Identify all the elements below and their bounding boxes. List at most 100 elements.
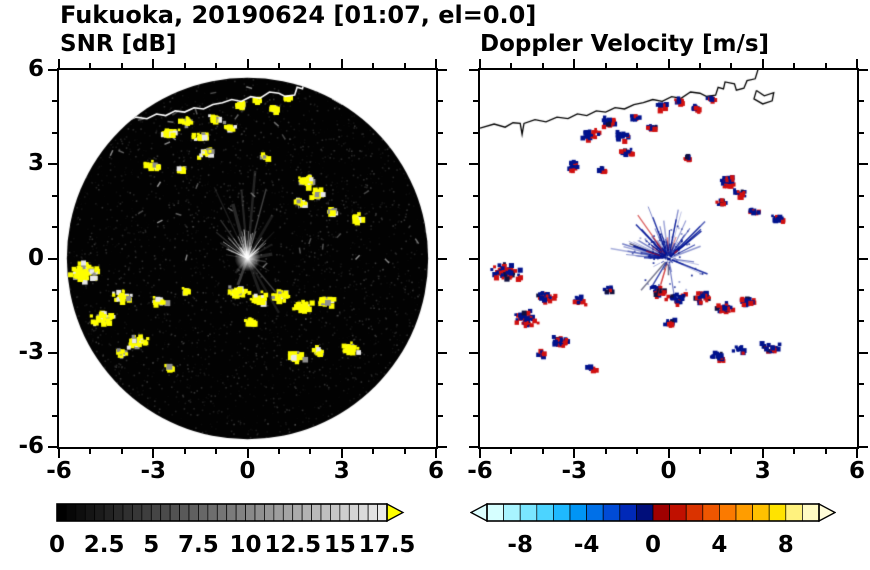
colorbar-underflow-arrow bbox=[470, 503, 488, 523]
tick-mark bbox=[246, 59, 249, 68]
colorbar-cell bbox=[536, 503, 554, 522]
y-tick-label: -6 bbox=[18, 433, 44, 459]
tick-mark bbox=[52, 100, 57, 103]
tick-mark bbox=[698, 63, 701, 68]
x-tick-label: 0 bbox=[239, 458, 256, 484]
colorbar-cell bbox=[503, 503, 521, 522]
colorbar-cell bbox=[179, 503, 190, 522]
tick-mark bbox=[859, 446, 868, 448]
tick-mark bbox=[859, 100, 864, 103]
colorbar-cell bbox=[377, 503, 388, 522]
tick-mark bbox=[859, 383, 864, 386]
tick-mark bbox=[793, 63, 796, 68]
x-tick-label: 6 bbox=[848, 458, 866, 484]
tick-mark bbox=[573, 59, 576, 68]
tick-mark bbox=[473, 194, 478, 197]
snr-heatmap-canvas bbox=[59, 70, 436, 447]
tick-mark bbox=[636, 63, 639, 68]
colorbar-label: -8 bbox=[507, 532, 533, 558]
colorbar-cell bbox=[367, 503, 378, 522]
tick-mark bbox=[183, 63, 186, 68]
colorbar-cell bbox=[264, 503, 275, 522]
tick-mark bbox=[152, 59, 155, 68]
doppler-panel-title: Doppler Velocity [m/s] bbox=[480, 31, 770, 57]
colorbar-cell bbox=[348, 503, 360, 522]
tick-mark bbox=[761, 59, 764, 68]
x-tick-label: -6 bbox=[467, 458, 493, 484]
colorbar-cell bbox=[160, 503, 171, 522]
tick-mark bbox=[309, 63, 312, 68]
tick-mark bbox=[824, 449, 827, 454]
snr-panel bbox=[57, 68, 438, 449]
tick-mark bbox=[183, 449, 186, 454]
tick-mark bbox=[859, 131, 864, 134]
tick-mark bbox=[604, 449, 607, 454]
colorbar-cell bbox=[619, 503, 637, 522]
tick-mark bbox=[52, 131, 57, 134]
colorbar-label: 4 bbox=[711, 532, 728, 558]
colorbar-cell bbox=[273, 503, 284, 522]
tick-mark bbox=[473, 288, 478, 291]
tick-mark bbox=[573, 449, 576, 458]
tick-mark bbox=[730, 63, 733, 68]
tick-mark bbox=[469, 257, 478, 260]
colorbar-cell bbox=[235, 503, 246, 522]
colorbar-cell bbox=[752, 503, 770, 522]
colorbar-cell bbox=[198, 503, 209, 522]
x-tick-label: 0 bbox=[660, 458, 677, 484]
tick-mark bbox=[730, 449, 733, 454]
tick-mark bbox=[403, 449, 406, 454]
tick-mark bbox=[473, 383, 478, 386]
colorbar-label: 0 bbox=[644, 532, 662, 558]
colorbar-cell bbox=[785, 503, 803, 522]
colorbar-cell bbox=[254, 503, 265, 522]
tick-mark bbox=[479, 449, 481, 458]
tick-mark bbox=[309, 449, 312, 454]
tick-mark bbox=[215, 449, 218, 454]
colorbar-label: 10 bbox=[229, 532, 262, 558]
tick-mark bbox=[48, 163, 57, 166]
colorbar-cell bbox=[652, 503, 670, 522]
colorbar-cell bbox=[339, 503, 350, 522]
tick-mark bbox=[473, 131, 478, 134]
x-tick-label: 3 bbox=[754, 458, 771, 484]
colorbar-cell bbox=[207, 503, 218, 522]
tick-mark bbox=[52, 288, 57, 291]
colorbar-cell bbox=[519, 503, 538, 522]
tick-mark bbox=[438, 163, 447, 166]
doppler-heatmap-canvas bbox=[480, 70, 857, 447]
tick-mark bbox=[438, 288, 443, 291]
tick-mark bbox=[435, 449, 437, 458]
tick-mark bbox=[438, 69, 447, 71]
tick-mark bbox=[215, 63, 218, 68]
colorbar-cell bbox=[122, 503, 133, 522]
tick-mark bbox=[473, 320, 478, 323]
colorbar-cell bbox=[56, 503, 67, 522]
colorbar-cell bbox=[66, 503, 77, 522]
colorbar-cell bbox=[702, 503, 720, 522]
tick-mark bbox=[604, 63, 607, 68]
tick-mark bbox=[473, 414, 478, 417]
tick-mark bbox=[52, 226, 57, 229]
tick-mark bbox=[89, 449, 92, 454]
colorbar-cell bbox=[226, 503, 237, 522]
tick-mark bbox=[438, 414, 443, 417]
snr-colorbar bbox=[56, 503, 405, 523]
tick-mark bbox=[48, 351, 57, 354]
colorbar-overflow-arrow bbox=[386, 503, 405, 523]
colorbar-cell bbox=[301, 503, 312, 522]
tick-mark bbox=[698, 449, 701, 454]
colorbar-label: 12.5 bbox=[264, 532, 322, 558]
colorbar-cell bbox=[486, 503, 504, 522]
colorbar-cell bbox=[586, 503, 604, 522]
colorbar-cell bbox=[768, 503, 787, 522]
tick-mark bbox=[48, 446, 57, 448]
colorbar-cell bbox=[188, 503, 199, 522]
x-tick-label: 3 bbox=[333, 458, 350, 484]
tick-mark bbox=[438, 446, 447, 448]
colorbar-cell bbox=[602, 503, 621, 522]
tick-mark bbox=[438, 383, 443, 386]
colorbar-label: 2.5 bbox=[83, 532, 125, 558]
tick-mark bbox=[856, 59, 858, 68]
tick-mark bbox=[793, 449, 796, 454]
